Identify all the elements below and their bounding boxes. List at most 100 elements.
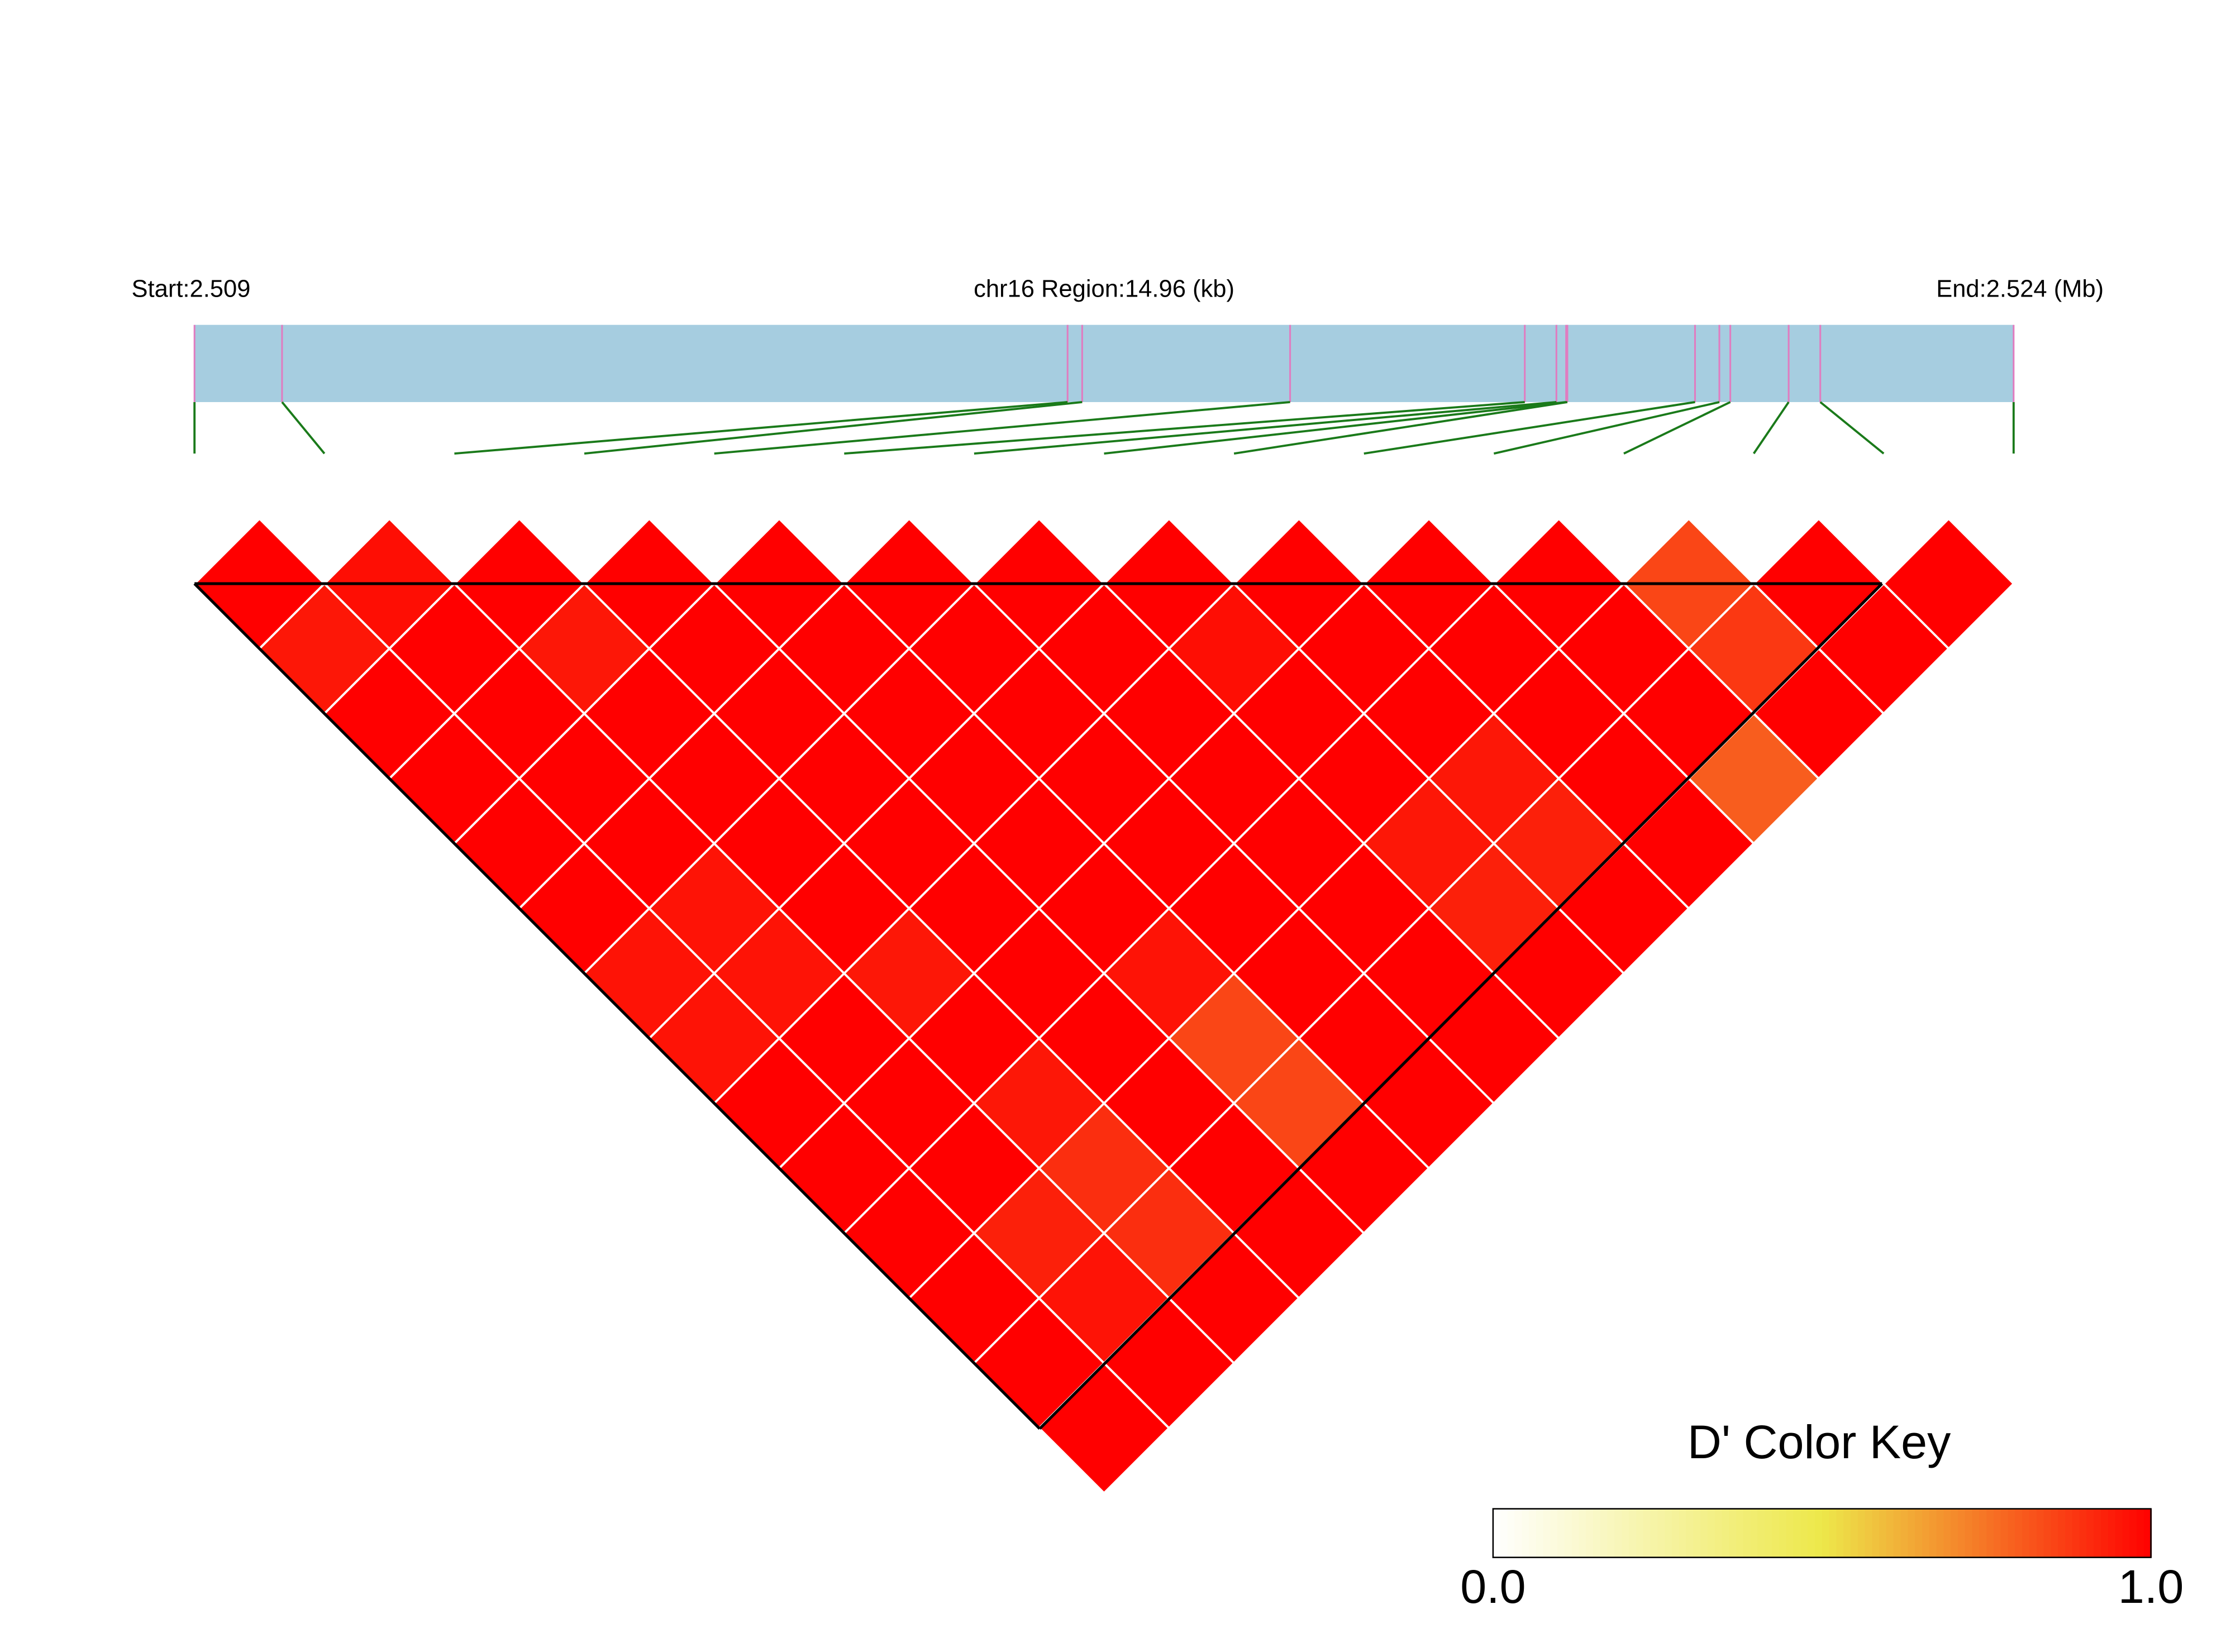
color-key-step [1657, 1508, 1666, 1558]
color-key-step [1786, 1508, 1795, 1558]
color-key-step [2072, 1508, 2081, 1558]
color-key-step [1736, 1508, 1744, 1558]
color-key-step [1622, 1508, 1630, 1558]
color-key-step [1993, 1508, 2002, 1558]
snp-connector [1753, 401, 1790, 455]
color-key-step [2043, 1508, 2052, 1558]
color-key-step [1536, 1508, 1544, 1558]
snp-connector [714, 401, 1290, 455]
snp-connector [844, 401, 1525, 455]
color-key-step [2058, 1508, 2066, 1558]
color-key-step [1500, 1508, 1509, 1558]
color-key-step [1908, 1508, 1916, 1558]
snp-connector [1233, 401, 1568, 455]
color-key-step [1750, 1508, 1759, 1558]
color-key-frame [1492, 1508, 2152, 1558]
color-key-step [1636, 1508, 1644, 1558]
snp-connector [974, 401, 1557, 455]
color-key-step [1543, 1508, 1551, 1558]
ld-cells [193, 517, 2015, 1495]
color-key-step [1822, 1508, 1830, 1558]
color-key-step [2143, 1508, 2152, 1558]
color-key-step [2015, 1508, 2023, 1558]
color-key-step [1614, 1508, 1623, 1558]
snp-connector [584, 401, 1083, 455]
color-key-step [1550, 1508, 1558, 1558]
color-key-step [1900, 1508, 1909, 1558]
color-key-step [2108, 1508, 2116, 1558]
color-key-step [1586, 1508, 1594, 1558]
color-key-step [1493, 1508, 1501, 1558]
ld-cell [1882, 517, 2015, 651]
color-key-step [1514, 1508, 1523, 1558]
color-key-step [1743, 1508, 1752, 1558]
color-key-step [2122, 1508, 2130, 1558]
color-key-step [1843, 1508, 1852, 1558]
snp-connector [1364, 401, 1695, 455]
snp-connector [1104, 401, 1566, 455]
color-key-step [2029, 1508, 2038, 1558]
color-key-step [2101, 1508, 2109, 1558]
color-key-step [1951, 1508, 1959, 1558]
color-key-step [1772, 1508, 1780, 1558]
region-bar [194, 324, 2014, 402]
color-key-step [1707, 1508, 1716, 1558]
color-key-step [1522, 1508, 1530, 1558]
color-key-step [1929, 1508, 1938, 1558]
color-key-step [1814, 1508, 1823, 1558]
color-key-step [1729, 1508, 1737, 1558]
color-key-step [1643, 1508, 1652, 1558]
block-edge [1038, 583, 1884, 1430]
color-key-step [1564, 1508, 1573, 1558]
color-key-step [1671, 1508, 1680, 1558]
color-key-step [1571, 1508, 1580, 1558]
color-key-step [1979, 1508, 1987, 1558]
color-key-step [1765, 1508, 1773, 1558]
block-outline [193, 582, 1884, 1430]
color-key-step [1686, 1508, 1694, 1558]
color-key-step [1714, 1508, 1723, 1558]
color-key-step [1800, 1508, 1809, 1558]
color-key-step [1679, 1508, 1687, 1558]
color-key-step [1650, 1508, 1658, 1558]
color-key-step [1722, 1508, 1730, 1558]
color-key-step [1607, 1508, 1616, 1558]
color-key-step [1943, 1508, 1952, 1558]
snp-connector [1623, 401, 1731, 455]
color-key-step [1528, 1508, 1537, 1558]
color-key-step [2022, 1508, 2030, 1558]
color-key-step [2129, 1508, 2138, 1558]
color-key-step [1808, 1508, 1816, 1558]
color-key-step [1593, 1508, 1601, 1558]
color-key-step [1700, 1508, 1709, 1558]
color-key-step [1757, 1508, 1766, 1558]
color-key-step [1986, 1508, 1995, 1558]
color-key-step [1629, 1508, 1637, 1558]
color-key-step [1865, 1508, 1873, 1558]
color-key-step [1886, 1508, 1895, 1558]
color-key-step [2115, 1508, 2123, 1558]
color-key-step [1922, 1508, 1930, 1558]
color-key-step [1779, 1508, 1787, 1558]
block-edge [193, 583, 1041, 1430]
color-key-step [1507, 1508, 1515, 1558]
color-key-step [2065, 1508, 2073, 1558]
color-key-step [2094, 1508, 2102, 1558]
color-key-step [1829, 1508, 1837, 1558]
color-key-step [1879, 1508, 1887, 1558]
snp-connector [1819, 401, 1885, 455]
color-key-step [1600, 1508, 1609, 1558]
color-key-step [1957, 1508, 1966, 1558]
color-key-step [2079, 1508, 2087, 1558]
color-key-step [1965, 1508, 1973, 1558]
region-end: End:2.524 (Mb) [1936, 276, 2104, 303]
region-start: Start:2.509 [132, 276, 251, 303]
snp-connector [1493, 401, 1720, 455]
color-key-step [1915, 1508, 1923, 1558]
color-key-label: 0.0 [1460, 1560, 1526, 1613]
color-key-step [1972, 1508, 1980, 1558]
color-key-step [1850, 1508, 1859, 1558]
color-key-step [1857, 1508, 1866, 1558]
